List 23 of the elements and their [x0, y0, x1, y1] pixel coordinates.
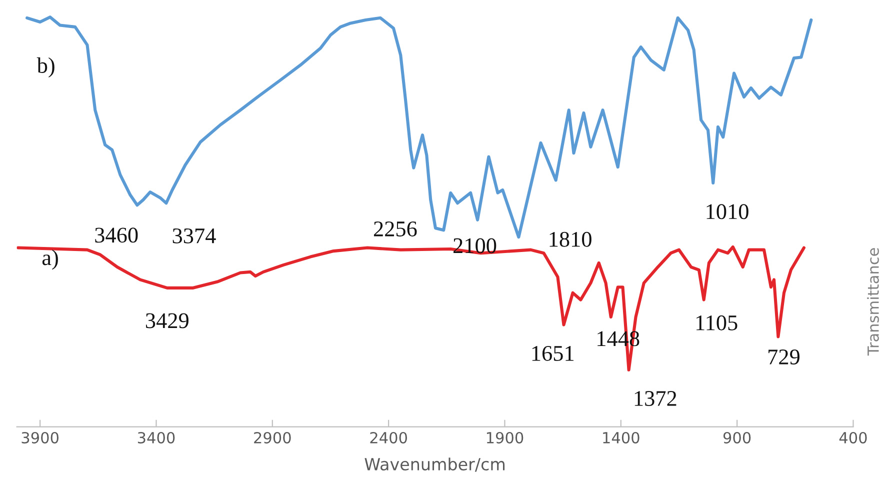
x-tick-label: 3400 — [138, 432, 175, 444]
y-axis-title: Transmittance — [867, 248, 879, 356]
x-tick-label: 1400 — [603, 432, 640, 444]
annotation: 1010 — [706, 204, 748, 220]
x-axis-title: Wavenumber/cm — [364, 458, 505, 472]
annotation: 1372 — [634, 391, 676, 406]
x-tick-label: 900 — [723, 432, 751, 444]
annotation: 3374 — [172, 228, 216, 244]
x-tick-label: 2400 — [370, 432, 407, 444]
annotation: 729 — [768, 350, 800, 364]
annotation: 1105 — [696, 315, 738, 330]
annotation: 3429 — [146, 313, 188, 328]
annotation: b) — [36, 57, 54, 78]
annotation: 2100 — [454, 238, 496, 254]
annotation: 3460 — [95, 228, 138, 243]
annotation: 1810 — [550, 232, 592, 247]
x-tick-label: 2900 — [254, 432, 291, 444]
x-tick-label: 3900 — [22, 432, 58, 444]
x-tick-label: 1900 — [486, 432, 524, 444]
annotation: a) — [42, 250, 58, 270]
x-tick-label: 400 — [839, 432, 867, 444]
annotation: 2256 — [374, 222, 417, 236]
annotation: 1651 — [532, 346, 574, 361]
